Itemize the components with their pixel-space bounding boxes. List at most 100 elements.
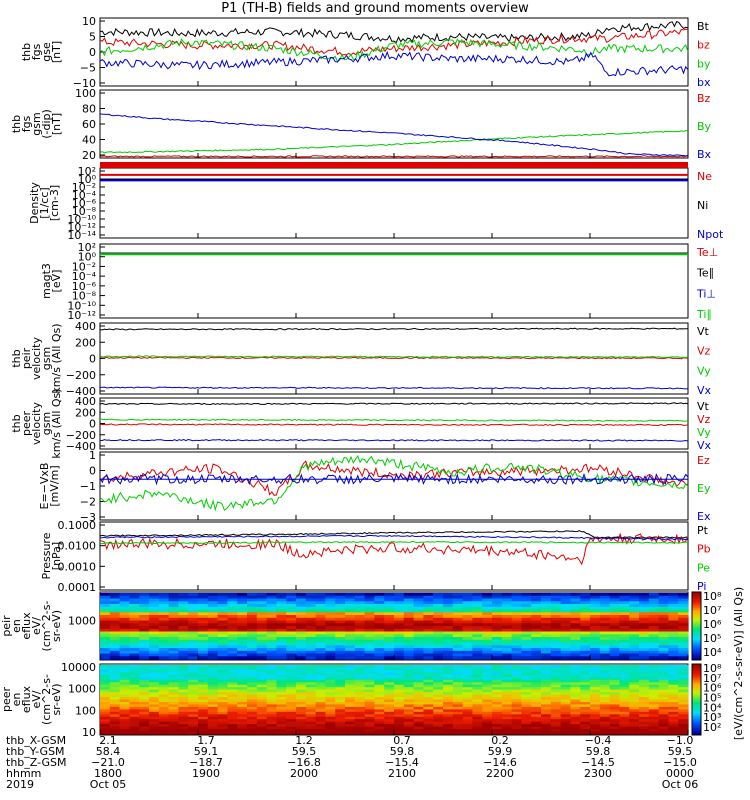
spectrogram-cell — [286, 653, 297, 657]
spectrogram-cell — [286, 595, 297, 600]
spectrogram-cell — [413, 714, 424, 718]
spectrogram-cell — [266, 669, 277, 673]
spectrogram-cell — [433, 674, 444, 678]
spectrogram-cell — [276, 609, 287, 613]
spectrogram-cell — [237, 595, 248, 600]
spectrogram-cell — [413, 684, 424, 688]
spectrogram-cell — [247, 684, 258, 688]
spectrogram-cell — [550, 595, 562, 600]
spectrogram-cell — [139, 677, 150, 681]
spectrogram-cell — [188, 612, 199, 616]
spectrogram-cell — [315, 637, 326, 641]
spectrogram-cell — [678, 645, 689, 649]
spectrogram-cell — [501, 606, 513, 611]
spectrogram-cell — [149, 650, 160, 655]
spectrogram-cell — [482, 598, 493, 602]
spectrogram-cell — [296, 721, 307, 725]
spectrogram-cell — [256, 656, 268, 660]
colorbar-segment — [692, 603, 701, 607]
spectrogram-cell — [168, 650, 179, 655]
spectrogram-cell — [678, 634, 689, 638]
spectrogram-cell — [256, 648, 268, 652]
spectrogram-cell — [305, 667, 317, 671]
spectrogram-cell — [452, 626, 464, 630]
ylabel-word: gse — [40, 42, 53, 62]
spectrogram-cell — [501, 628, 513, 633]
spectrogram-cell — [384, 699, 395, 703]
spectrogram-cell — [198, 684, 209, 688]
spectrogram-cell — [335, 687, 346, 691]
spectrogram-cell — [482, 637, 493, 641]
spectrogram-cell — [560, 595, 571, 600]
spectrogram-cell — [492, 684, 503, 688]
spectrogram-cell — [119, 650, 130, 655]
spectrogram-cell — [570, 645, 581, 649]
footer-value: −18.7 — [189, 756, 223, 769]
spectrogram-cell — [678, 656, 689, 660]
spectrogram-cell — [256, 704, 268, 708]
spectrogram-cell — [100, 653, 111, 657]
spectrogram-cell — [286, 719, 297, 723]
spectrogram-cell — [139, 656, 150, 660]
spectrogram-cell — [119, 699, 130, 703]
spectrogram-cell — [443, 637, 454, 641]
spectrogram-cell — [305, 639, 317, 644]
spectrogram-cell — [247, 593, 258, 597]
spectrogram-cell — [129, 709, 140, 713]
spectrogram-cell — [501, 724, 513, 728]
spectrogram-cell — [129, 593, 140, 597]
colorbar-segment — [692, 727, 701, 731]
spectrogram-cell — [550, 724, 562, 728]
spectrogram-cell — [590, 637, 601, 641]
spectrogram-cell — [403, 606, 415, 611]
spectrogram-cell — [590, 724, 601, 728]
spectrogram-cell — [394, 714, 405, 718]
spectrogram-cell — [394, 639, 405, 644]
spectrogram-cell — [315, 679, 326, 683]
spectrogram-cell — [658, 687, 669, 691]
spectrogram-cell — [629, 626, 640, 630]
spectrogram-cell — [198, 729, 209, 733]
spectrogram-cell — [345, 656, 356, 660]
spectrogram-cell — [639, 716, 650, 720]
spectrogram-cell — [296, 653, 307, 657]
legend-Pe: Pe — [697, 561, 710, 574]
spectrogram-cell — [570, 634, 581, 638]
spectrogram-cell — [364, 645, 375, 649]
spectrogram-cell — [296, 682, 307, 686]
spectrogram-cell — [217, 604, 228, 608]
spectrogram-cell — [560, 667, 571, 671]
spectrogram-cell — [570, 694, 581, 698]
spectrogram-cell — [541, 702, 552, 706]
spectrogram-cell — [648, 623, 660, 627]
colorbar-segment — [692, 685, 701, 689]
spectrogram-cell — [266, 689, 277, 693]
spectrogram-cell — [256, 645, 268, 649]
spectrogram-cell — [296, 677, 307, 681]
spectrogram-cell — [413, 724, 424, 728]
spectrogram-cell — [678, 692, 689, 696]
spectrogram-cell — [364, 682, 375, 686]
spectrogram-cell — [100, 726, 111, 730]
spectrogram-cell — [472, 648, 483, 652]
spectrogram-cell — [315, 726, 326, 730]
spectrogram-cell — [168, 699, 179, 703]
spectrogram-cell — [149, 706, 160, 710]
spectrogram-cell — [354, 709, 366, 713]
spectrogram-cell — [374, 637, 385, 641]
spectrogram-cell — [374, 617, 385, 622]
spectrogram-cell — [492, 697, 503, 701]
colorbar-tick: 10⁴ — [703, 646, 722, 659]
spectrogram-cell — [609, 694, 620, 698]
spectrogram-cell — [599, 682, 611, 686]
spectrogram-cell — [560, 609, 571, 613]
spectrogram-cell — [100, 595, 111, 600]
spectrogram-cell — [609, 650, 620, 655]
colorbar-segment — [692, 708, 701, 712]
spectrogram-cell — [109, 687, 121, 691]
spectrogram-cell — [305, 642, 317, 646]
spectrogram-cell — [247, 699, 258, 703]
spectrogram-cell — [237, 628, 248, 633]
spectrogram-cell — [149, 656, 160, 660]
spectrogram-cell — [276, 721, 287, 725]
